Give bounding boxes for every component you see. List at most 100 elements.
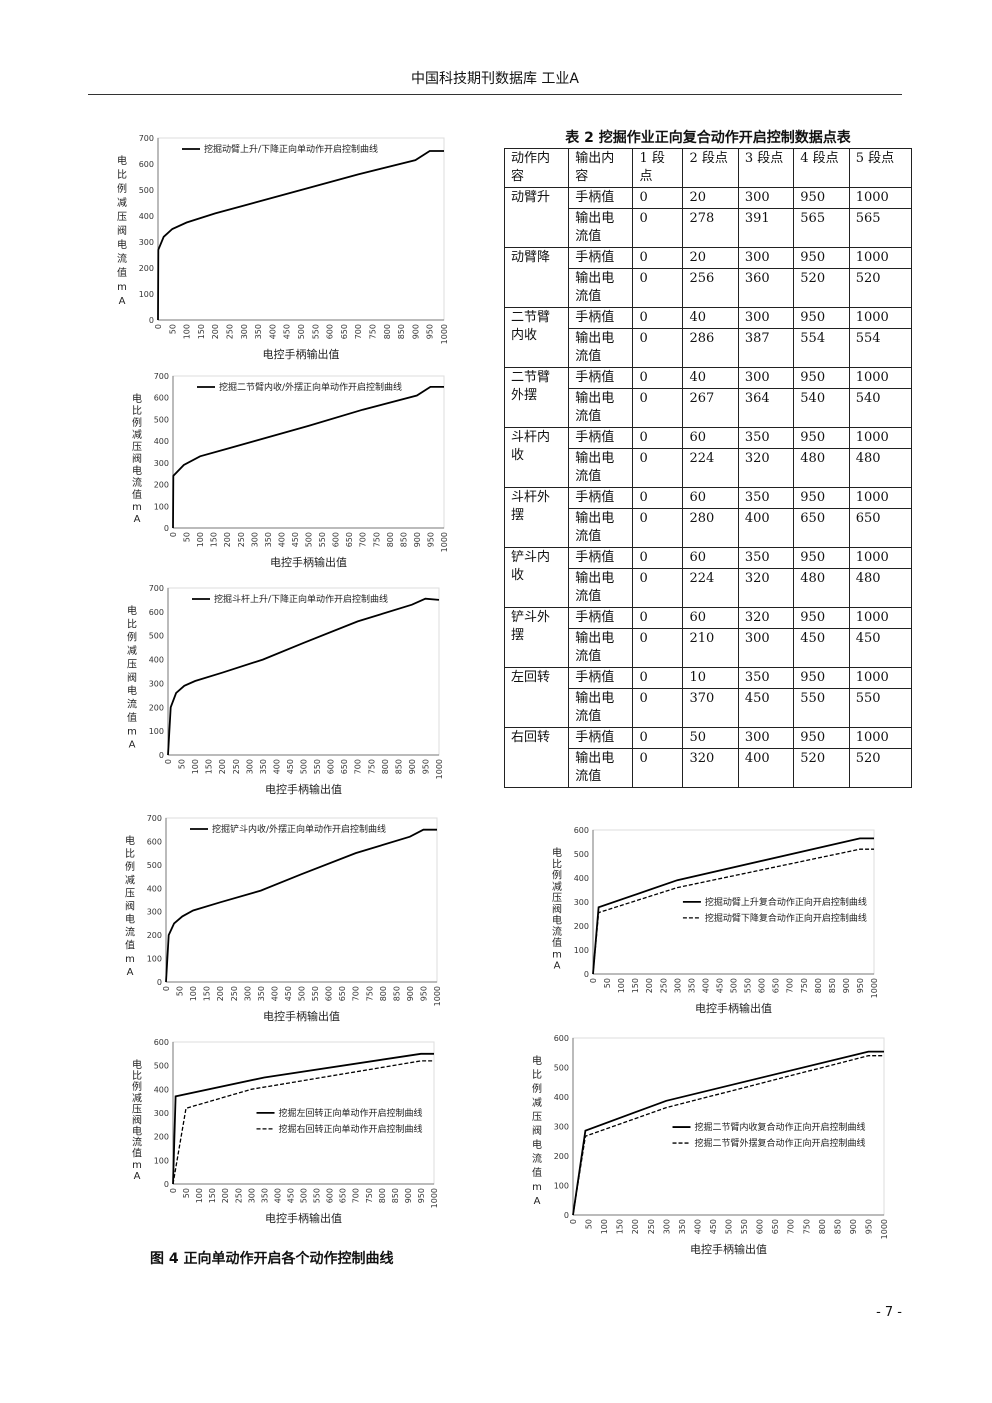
table-cell: 0 (632, 448, 684, 488)
table-cell: 0 (632, 388, 684, 428)
table-cell: 540 (848, 388, 913, 428)
x-tick-label: 650 (339, 1188, 348, 1203)
x-tick-label: 150 (205, 759, 214, 774)
y-tick-label: 100 (554, 1182, 569, 1191)
table-row: 左回转 手柄值 0 10 350 950 1000 (503, 667, 913, 728)
x-tick-label: 850 (828, 978, 837, 993)
table-cell: 手柄值 (568, 487, 634, 509)
chart-3: 0 100 200 300 400 500 600 700 0 50 100 150 200 250 300… (120, 582, 445, 797)
y-axis-label: 电比例减压阀电流值 m A (125, 834, 135, 978)
x-tick-label: 100 (189, 986, 198, 1001)
table-cell: 550 (793, 688, 850, 728)
y-axis-label: 电比例减压阀电流值 m A (117, 154, 127, 307)
table-cell: 40 (682, 307, 739, 329)
x-tick-label: 150 (616, 1219, 625, 1234)
table-cell: 565 (848, 208, 913, 248)
table-row: 二节臂内收 手柄值 0 40 300 950 1000 (503, 307, 913, 368)
x-tick-label: 350 (260, 1188, 269, 1203)
table-cell: 480 (848, 568, 913, 608)
table-row: 动臂降 手柄值 0 20 300 950 1000 (503, 247, 913, 308)
x-tick-label: 550 (313, 759, 322, 774)
x-tick-label: 100 (196, 532, 205, 547)
chart-svg: 0 100 200 300 400 500 600 0 50 100 150 200 250 300 350… (532, 1034, 889, 1256)
y-tick-label: 700 (154, 372, 169, 381)
x-tick-label: 650 (345, 532, 354, 547)
x-tick-label: 700 (352, 1188, 361, 1203)
x-tick-label: 850 (391, 1188, 400, 1203)
y-tick-label: 300 (149, 679, 164, 688)
x-tick-label: 150 (631, 978, 640, 993)
x-tick-label: 750 (800, 978, 809, 993)
table-cell: 输出电流值 (568, 508, 634, 548)
table-cell: 370 (682, 688, 739, 728)
table-cell: 950 (793, 427, 850, 449)
y-tick-label: 0 (157, 978, 162, 987)
x-tick-label: 150 (208, 1188, 217, 1203)
table-cell: 565 (793, 208, 850, 248)
y-tick-label: 200 (139, 264, 154, 273)
data-table: 动作内容 输出内容 1 段点 2 段点 3 段点 4 段点 5 段点 动臂升 手柄值 0 20 30… (503, 148, 913, 788)
x-tick-label: 450 (286, 759, 295, 774)
series-line-1 (572, 1050, 884, 1216)
table-cell: 0 (632, 727, 684, 749)
legend-label: 挖掘斗杆上升/下降正向单动作开启控制曲线 (214, 593, 388, 605)
table-cell-action: 斗杆内收 (503, 427, 570, 488)
x-tick-label: 100 (600, 1219, 609, 1234)
x-tick-label: 350 (257, 986, 266, 1001)
table-cell-action: 斗杆外摆 (503, 487, 570, 548)
x-tick-label: 400 (277, 532, 286, 547)
chart-svg: 0 100 200 300 400 500 600 700 0 50 100 150 200 250 300… (127, 584, 444, 796)
y-tick-label: 200 (147, 931, 162, 940)
table-cell-action: 铲斗外摆 (503, 607, 570, 668)
table-cell: 1000 (848, 247, 913, 269)
table-cell: 手柄值 (568, 607, 634, 629)
y-tick-label: 100 (149, 727, 164, 736)
table-header-cell: 1 段点 (632, 148, 684, 188)
series-line-2 (592, 848, 874, 975)
table-cell: 350 (737, 427, 795, 449)
x-tick-label: 50 (585, 1219, 594, 1229)
table-cell: 输出电流值 (568, 208, 634, 248)
x-tick-label: 450 (709, 1219, 718, 1234)
x-tick-label: 700 (787, 1219, 796, 1234)
x-tick-label: 700 (352, 986, 361, 1001)
x-tick-label: 500 (730, 978, 739, 993)
x-tick-label: 950 (426, 532, 435, 547)
y-tick-label: 600 (574, 826, 589, 835)
table-cell: 520 (793, 748, 850, 788)
y-tick-label: 100 (139, 290, 154, 299)
y-axis-label: 电比例减压阀电流值 m A (127, 604, 137, 751)
plot-area (165, 817, 438, 983)
x-tick-label: 0 (169, 532, 178, 537)
table-cell: 手柄值 (568, 307, 634, 329)
x-tick-label: 700 (359, 532, 368, 547)
table-cell: 278 (682, 208, 739, 248)
table-cell: 手柄值 (568, 367, 634, 389)
x-axis-label: 电控手柄输出值 (265, 782, 342, 796)
table-cell: 480 (793, 448, 850, 488)
series-line-1 (172, 1052, 434, 1185)
y-tick-label: 200 (574, 922, 589, 931)
table-cell: 10 (682, 667, 739, 689)
table-header-row: 动作内容 输出内容 1 段点 2 段点 3 段点 4 段点 5 段点 (503, 148, 913, 188)
x-tick-label: 800 (383, 324, 392, 339)
x-tick-label: 550 (311, 986, 320, 1001)
table-cell: 550 (848, 688, 913, 728)
table-header-cell: 2 段点 (682, 148, 739, 188)
y-tick-label: 600 (154, 394, 169, 403)
x-tick-label: 50 (603, 978, 612, 988)
x-tick-label: 1000 (440, 324, 449, 344)
x-tick-label: 50 (176, 986, 185, 996)
chart-7: 0 100 200 300 400 500 600 0 50 100 150 200 250 300 350… (525, 1032, 890, 1257)
table-cell: 360 (737, 268, 795, 308)
table-cell: 输出电流值 (568, 628, 634, 668)
table-row: 铲斗内收 手柄值 0 60 350 950 1000 (503, 547, 913, 608)
table-cell: 50 (682, 727, 739, 749)
x-tick-label: 100 (191, 759, 200, 774)
table-cell-action: 左回转 (503, 667, 570, 728)
x-axis-label: 电控手柄输出值 (263, 1009, 340, 1023)
x-tick-label: 1000 (870, 978, 879, 998)
x-tick-label: 950 (864, 1219, 873, 1234)
table-cell: 输出电流值 (568, 568, 634, 608)
table-cell: 0 (632, 268, 684, 308)
